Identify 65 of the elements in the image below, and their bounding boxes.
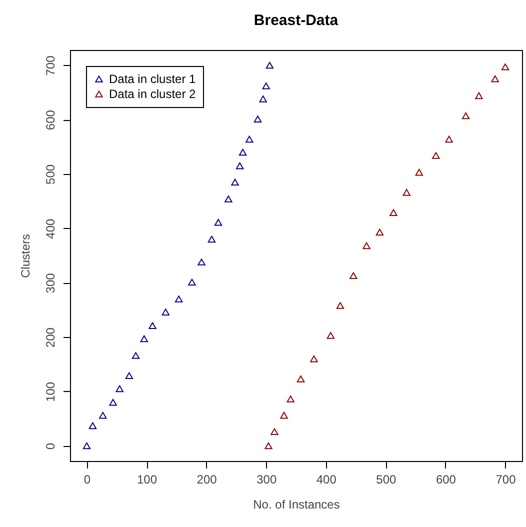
point: [262, 82, 270, 90]
point: [296, 376, 305, 382]
legend-label: Data in cluster 2: [109, 87, 196, 101]
point: [362, 242, 370, 250]
point: [475, 92, 483, 100]
x-tick-label: 400: [316, 472, 337, 486]
point: [82, 442, 91, 450]
point: [174, 296, 183, 302]
x-tick-label: 500: [376, 472, 397, 486]
point: [286, 396, 294, 402]
point: [125, 372, 134, 380]
point: [208, 236, 216, 243]
point: [99, 412, 107, 419]
x-tick-label: 200: [196, 472, 218, 486]
point: [462, 112, 470, 120]
y-tick-label: 300: [44, 272, 58, 294]
point: [270, 428, 278, 436]
point: [88, 422, 97, 430]
x-tick-label: 100: [137, 472, 158, 486]
y-tick-label: 0: [44, 442, 58, 450]
point: [266, 62, 274, 69]
x-tick-label: 300: [256, 472, 277, 486]
x-axis-title: No. of Instances: [253, 498, 340, 512]
point: [259, 96, 267, 102]
point: [415, 168, 424, 176]
point: [132, 352, 140, 359]
point: [264, 442, 272, 450]
point: [236, 162, 244, 170]
y-tick-label: 600: [44, 110, 58, 130]
y-tick-label: 400: [44, 218, 58, 239]
point: [390, 209, 398, 216]
point: [188, 278, 196, 286]
x-tick-label: 700: [496, 472, 516, 486]
y-tick-label: 700: [44, 55, 58, 76]
point: [326, 332, 335, 339]
point: [491, 75, 499, 82]
point: [402, 189, 410, 196]
point: [310, 355, 318, 362]
point: [246, 136, 254, 143]
x-tick-label: 600: [436, 472, 456, 486]
point: [198, 258, 206, 266]
point: [254, 116, 262, 122]
point: [214, 218, 222, 226]
y-tick-label: 500: [44, 164, 58, 184]
point: [280, 412, 288, 419]
point: [445, 136, 453, 143]
x-tick-label: 0: [84, 472, 91, 486]
point: [501, 63, 510, 70]
point: [238, 148, 247, 156]
point: [336, 302, 344, 309]
y-tick-label: 200: [44, 327, 58, 348]
y-tick-label: 100: [44, 382, 58, 402]
point: [140, 335, 148, 342]
point: [116, 385, 124, 392]
point: [231, 178, 239, 186]
point: [162, 308, 170, 316]
point: [376, 228, 384, 236]
legend-label: Data in cluster 1: [109, 72, 196, 86]
point: [350, 272, 358, 280]
y-axis-title: Clusters: [18, 234, 32, 278]
chart-title: Breast-Data: [254, 12, 339, 29]
point: [148, 322, 156, 330]
point: [432, 152, 440, 159]
point: [224, 196, 232, 202]
point: [109, 398, 117, 406]
